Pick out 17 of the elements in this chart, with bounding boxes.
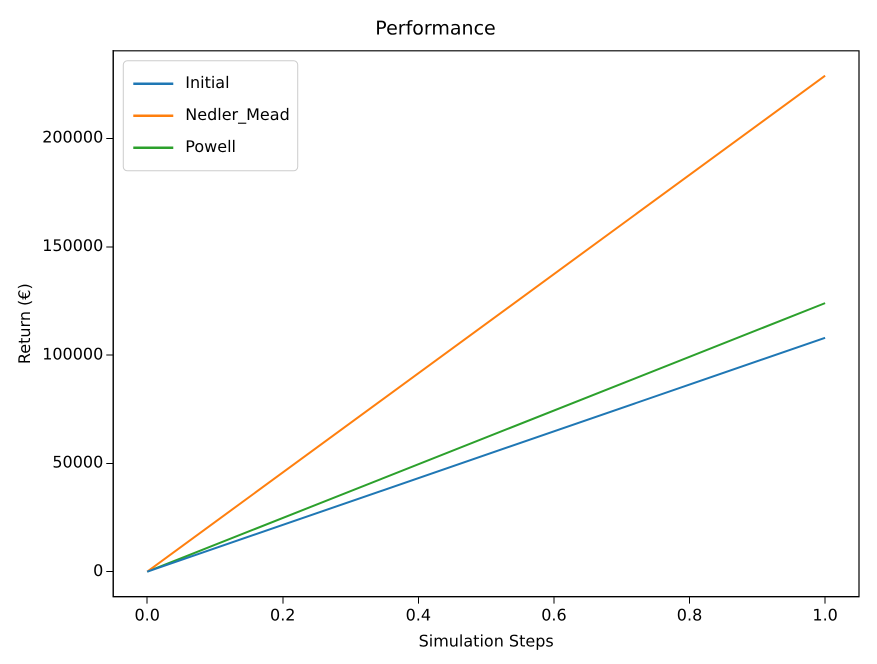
legend-label: Powell — [185, 136, 236, 156]
y-tick-label: 150000 — [42, 236, 104, 255]
legend-label: Nedler_Mead — [185, 104, 290, 124]
x-tick-label: 0.0 — [134, 605, 160, 624]
y-axis-title: Return (€) — [14, 283, 34, 364]
y-tick-label: 200000 — [42, 128, 104, 147]
y-tick-label: 100000 — [42, 344, 104, 364]
x-tick-label: 0.4 — [406, 605, 432, 624]
x-tick-label: 0.8 — [676, 605, 702, 624]
legend-label: Initial — [185, 72, 230, 92]
x-axis-title: Simulation Steps — [418, 632, 554, 651]
y-tick-label: 0 — [93, 560, 104, 580]
x-tick-label: 0.6 — [541, 605, 567, 624]
x-tick-label: 0.2 — [270, 605, 296, 624]
chart-title: Performance — [375, 17, 496, 40]
x-tick-label: 1.0 — [812, 605, 838, 624]
y-tick-label: 50000 — [52, 452, 104, 472]
